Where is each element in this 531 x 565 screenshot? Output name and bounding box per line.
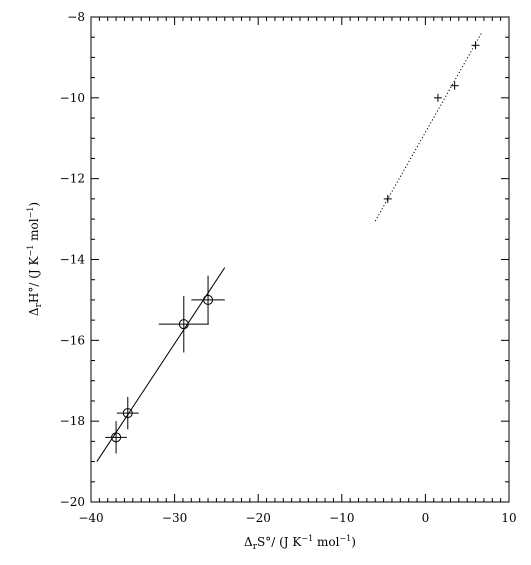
y-tick-label: −18 xyxy=(60,414,85,428)
y-tick-labels: −20 −18 −16 −14 −12 −10 −8 xyxy=(60,10,86,509)
data-point xyxy=(116,396,139,430)
x-tick-label: 10 xyxy=(501,511,516,525)
data-point xyxy=(433,93,442,102)
y-tick-label: −10 xyxy=(60,91,85,105)
plot-frame xyxy=(90,16,510,503)
data-point xyxy=(191,275,225,325)
x-axis-label-suffix: mol xyxy=(313,535,339,549)
x-tick-label: −10 xyxy=(329,511,354,525)
x-axis-label-end: ) xyxy=(351,535,356,549)
y-axis-label-main: H°/ (J K xyxy=(27,255,41,303)
x-tick-label: −20 xyxy=(246,511,271,525)
x-axis-label-sub: r xyxy=(253,542,258,552)
y-axis-label: ΔrH°/ (J K−1 mol−1) xyxy=(26,202,44,316)
x-tick-label: 0 xyxy=(422,511,430,525)
y-tick-label: −8 xyxy=(67,10,85,24)
y-axis-label-end: ) xyxy=(27,202,41,207)
axis-ticks xyxy=(90,16,510,503)
y-axis-label-sub: r xyxy=(34,302,44,307)
data-point xyxy=(383,194,392,203)
y-axis-label-sup: −1 xyxy=(26,245,35,257)
y-tick-label: −20 xyxy=(60,495,85,509)
y-axis-label-suffix: mol xyxy=(27,218,41,244)
x-axis-label-prefix: Δ xyxy=(244,535,253,549)
y-tick-label: −12 xyxy=(60,172,85,186)
x-tick-labels: −40 −30 −20 −10 0 10 xyxy=(78,511,516,525)
data-point xyxy=(158,295,209,353)
circle-marker xyxy=(122,408,133,419)
circle-marker xyxy=(203,294,214,305)
data-point xyxy=(450,81,459,90)
x-axis-label-sup: −1 xyxy=(301,534,313,543)
circle-marker xyxy=(178,319,189,330)
data-point xyxy=(471,41,480,50)
x-tick-label: −30 xyxy=(162,511,187,525)
series-2 xyxy=(374,32,482,222)
fit-line xyxy=(374,32,482,222)
circle-marker xyxy=(111,432,122,443)
y-axis-label-prefix: Δ xyxy=(27,307,41,316)
x-axis-label: ΔrS°/ (J K−1 mol−1) xyxy=(244,534,356,552)
data-point xyxy=(105,421,127,454)
x-axis-label-sup2: −1 xyxy=(339,534,351,543)
x-tick-label: −40 xyxy=(78,511,103,525)
y-tick-label: −16 xyxy=(60,333,85,347)
series-1 xyxy=(96,267,226,462)
x-axis-label-main: S°/ (J K xyxy=(257,535,302,549)
y-axis-label-sup2: −1 xyxy=(26,207,35,219)
data-series xyxy=(96,32,482,462)
y-tick-label: −14 xyxy=(60,253,86,267)
